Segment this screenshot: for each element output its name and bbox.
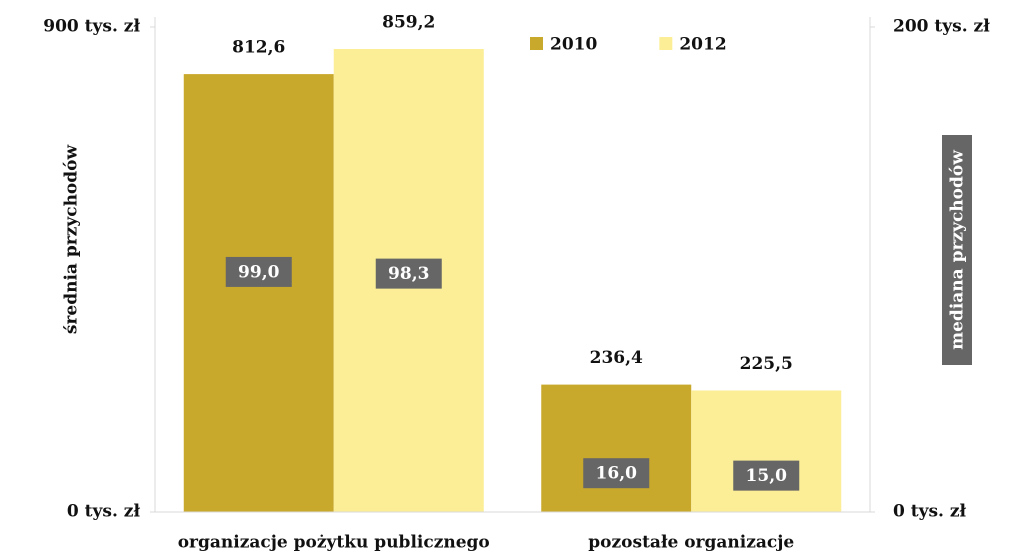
median-label: 99,0 <box>238 262 280 282</box>
legend-swatch <box>530 37 543 50</box>
median-label: 16,0 <box>596 464 638 484</box>
bar <box>183 74 334 513</box>
y-tick-label: 900 tys. zł <box>43 17 140 37</box>
legend-swatch <box>659 37 673 50</box>
legend-label: 2010 <box>550 35 597 55</box>
median-label: 15,0 <box>746 466 788 486</box>
value-label: 812,6 <box>232 38 285 58</box>
bar <box>541 384 692 512</box>
x-tick-label: pozostałe organizacje <box>588 533 794 553</box>
value-label: 225,5 <box>740 354 793 374</box>
median-label: 98,3 <box>388 264 429 284</box>
value-label: 859,2 <box>382 12 435 32</box>
x-tick-label: organizacje pożytku publicznego <box>178 533 490 553</box>
y2-tick-label: 200 tys. zł <box>893 17 990 37</box>
bar <box>691 390 842 512</box>
median-marker <box>375 258 442 289</box>
legend-label: 2012 <box>679 35 726 55</box>
median-marker <box>733 460 800 491</box>
y-tick-label: 0 tys. zł <box>67 502 141 522</box>
y-axis-label: średnia przychodów <box>62 145 82 335</box>
median-marker <box>225 256 292 287</box>
y2-label-box <box>942 135 972 365</box>
y2-axis-label: mediana przychodów <box>948 150 968 350</box>
y2-tick-label: 0 tys. zł <box>893 502 967 522</box>
median-marker <box>583 458 650 489</box>
value-label: 236,4 <box>590 348 643 368</box>
